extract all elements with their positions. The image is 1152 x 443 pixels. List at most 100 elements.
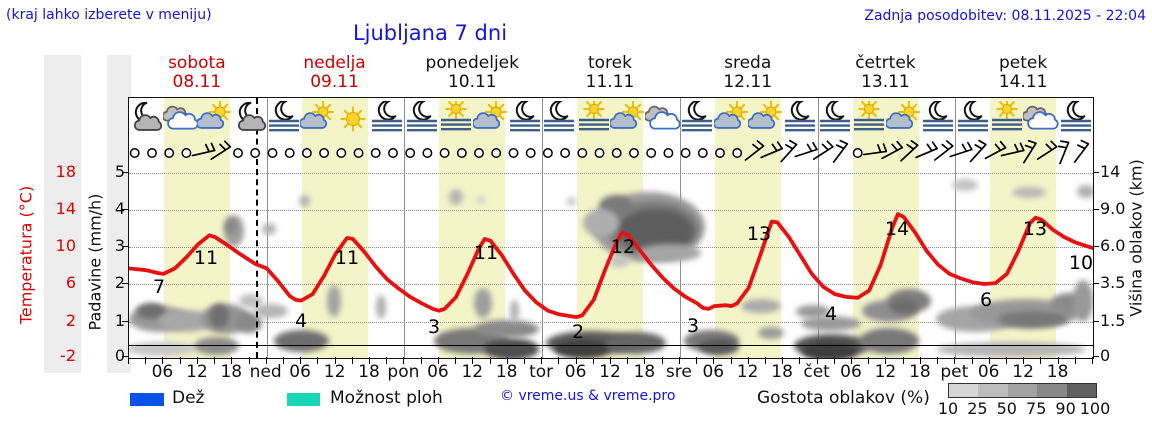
x-axis-tick — [954, 357, 956, 364]
temp-tick-label: 6 — [65, 273, 76, 293]
temperature-value-label: 11 — [193, 247, 219, 269]
cloud-blob — [1077, 184, 1093, 198]
temp-tick-label: 14 — [55, 198, 76, 218]
x-axis-tick — [506, 357, 508, 364]
weather-icon-moon-cloud — [232, 101, 268, 141]
time-label: 12 — [461, 362, 484, 382]
weather-icon-sun — [335, 101, 371, 141]
temperature-value-label: 4 — [824, 303, 838, 325]
temp-tick-label: 2 — [65, 310, 76, 330]
x-axis-tick — [300, 357, 302, 364]
cloud-tick-label: 9.0 — [1100, 198, 1126, 218]
cloud-density-scale-segment — [1007, 384, 1038, 397]
weather-icon-sun-cloud — [471, 100, 509, 141]
wind-barb-symbol — [881, 140, 904, 160]
x-axis-tick — [162, 357, 164, 364]
cloud-blob — [262, 223, 276, 235]
cloud-density-scale-value: 10 — [937, 399, 959, 418]
time-label: 06 — [564, 362, 587, 382]
cloud-blob — [225, 218, 237, 234]
last-update-text: Zadnja posodobitev: 08.11.2025 - 22:04 — [864, 8, 1146, 24]
weather-icon-sun-cloud — [884, 100, 922, 141]
wind-calm-symbol — [284, 148, 295, 158]
cloud-blob — [583, 209, 619, 237]
temperature-axis-label: Temperatura (°C) — [16, 185, 36, 325]
wind-calm-symbol — [560, 148, 571, 158]
x-axis-tick — [472, 357, 474, 364]
day-abbrev-label: ned — [249, 362, 282, 382]
x-axis-tick — [317, 357, 319, 364]
cloud-blob — [801, 342, 857, 358]
day-abbrev-label: pon — [387, 362, 420, 382]
day-name: nedelja — [303, 53, 366, 73]
temperature-value-label: 13 — [1022, 218, 1048, 240]
day-header-petek: petek 14.11 — [954, 54, 1092, 92]
x-axis-tick — [455, 357, 457, 364]
weather-icon-moon-fog — [266, 99, 302, 141]
showers-legend-swatch — [287, 393, 320, 406]
copyright-link[interactable]: © vreme.us & vreme.pro — [500, 388, 676, 404]
time-label: 06 — [840, 362, 862, 382]
wind-calm-symbol — [370, 148, 381, 158]
wind-calm-symbol — [594, 148, 605, 158]
temperature-value-label: 11 — [473, 242, 499, 264]
cloud-blob — [473, 320, 539, 338]
temperature-value-label: 3 — [427, 316, 441, 338]
x-axis-tick — [627, 357, 629, 364]
cloud-tick-label: 6.0 — [1100, 236, 1126, 256]
x-axis-tick — [558, 357, 560, 364]
cloud-blob — [553, 340, 609, 358]
wind-calm-symbol — [852, 148, 863, 158]
rain-legend-label: Dež — [172, 388, 205, 408]
cloud-density-scale-segment — [978, 384, 1008, 397]
wind-calm-symbol — [439, 148, 450, 158]
temperature-value-label: 11 — [334, 247, 360, 269]
cloud-blob — [637, 244, 701, 262]
wind-calm-symbol — [577, 148, 588, 158]
wind-calm-symbol — [422, 148, 433, 158]
wind-barb-symbol — [780, 139, 798, 163]
day-name: sreda — [724, 53, 772, 73]
right-axis-tick — [1093, 171, 1099, 173]
wind-barb-symbol — [832, 139, 849, 163]
wind-calm-symbol — [301, 148, 312, 158]
weather-icon-moon-fog — [920, 99, 956, 141]
x-axis-tick — [868, 357, 870, 364]
day-header-ponedeljek: ponedeljek 10.11 — [403, 54, 541, 92]
weather-icon-moon-cloud — [129, 101, 164, 141]
left-axis-tick — [122, 208, 128, 210]
wind-calm-symbol — [542, 148, 553, 158]
time-label: 18 — [633, 362, 656, 382]
cloud-blob — [483, 338, 539, 358]
x-axis-tick — [610, 357, 611, 364]
cloud-blob — [254, 304, 288, 318]
wind-calm-symbol — [164, 148, 175, 158]
plot-area: 7 11 4 11 3 11 2 12 3 13 4 14 6 13 10 — [128, 97, 1094, 359]
wind-calm-symbol — [611, 148, 622, 158]
temperature-value-label: 13 — [746, 223, 772, 245]
weather-icon-moon-fog — [404, 99, 440, 141]
weather-icon-moon-fog — [369, 99, 405, 141]
wind-calm-symbol — [629, 148, 639, 158]
x-axis-tick — [764, 357, 766, 364]
weather-icon-cloudy — [161, 101, 199, 141]
x-axis-tick — [282, 357, 284, 364]
weather-icon-moon-fog — [782, 99, 818, 141]
temperature-curve — [129, 212, 1093, 320]
time-label: 06 — [977, 362, 1000, 382]
wind-barb-symbol — [969, 139, 987, 163]
left-axis-tick — [122, 356, 128, 358]
x-axis-tick — [713, 357, 715, 364]
left-axis-tick — [122, 320, 128, 322]
temperature-and-wind-layer — [129, 139, 1093, 320]
wind-barb-symbol — [1036, 140, 1058, 161]
right-axis-tick — [1093, 283, 1099, 285]
weather-icon-sun-fog — [576, 98, 612, 141]
weather-icon-moon-fog — [1058, 99, 1093, 141]
weather-icon-moon-fog — [507, 99, 543, 141]
x-axis-tick — [420, 357, 422, 364]
x-axis-tick — [816, 357, 818, 364]
cloud-blob — [699, 339, 739, 355]
weather-icon-sun-cloud — [746, 100, 784, 141]
